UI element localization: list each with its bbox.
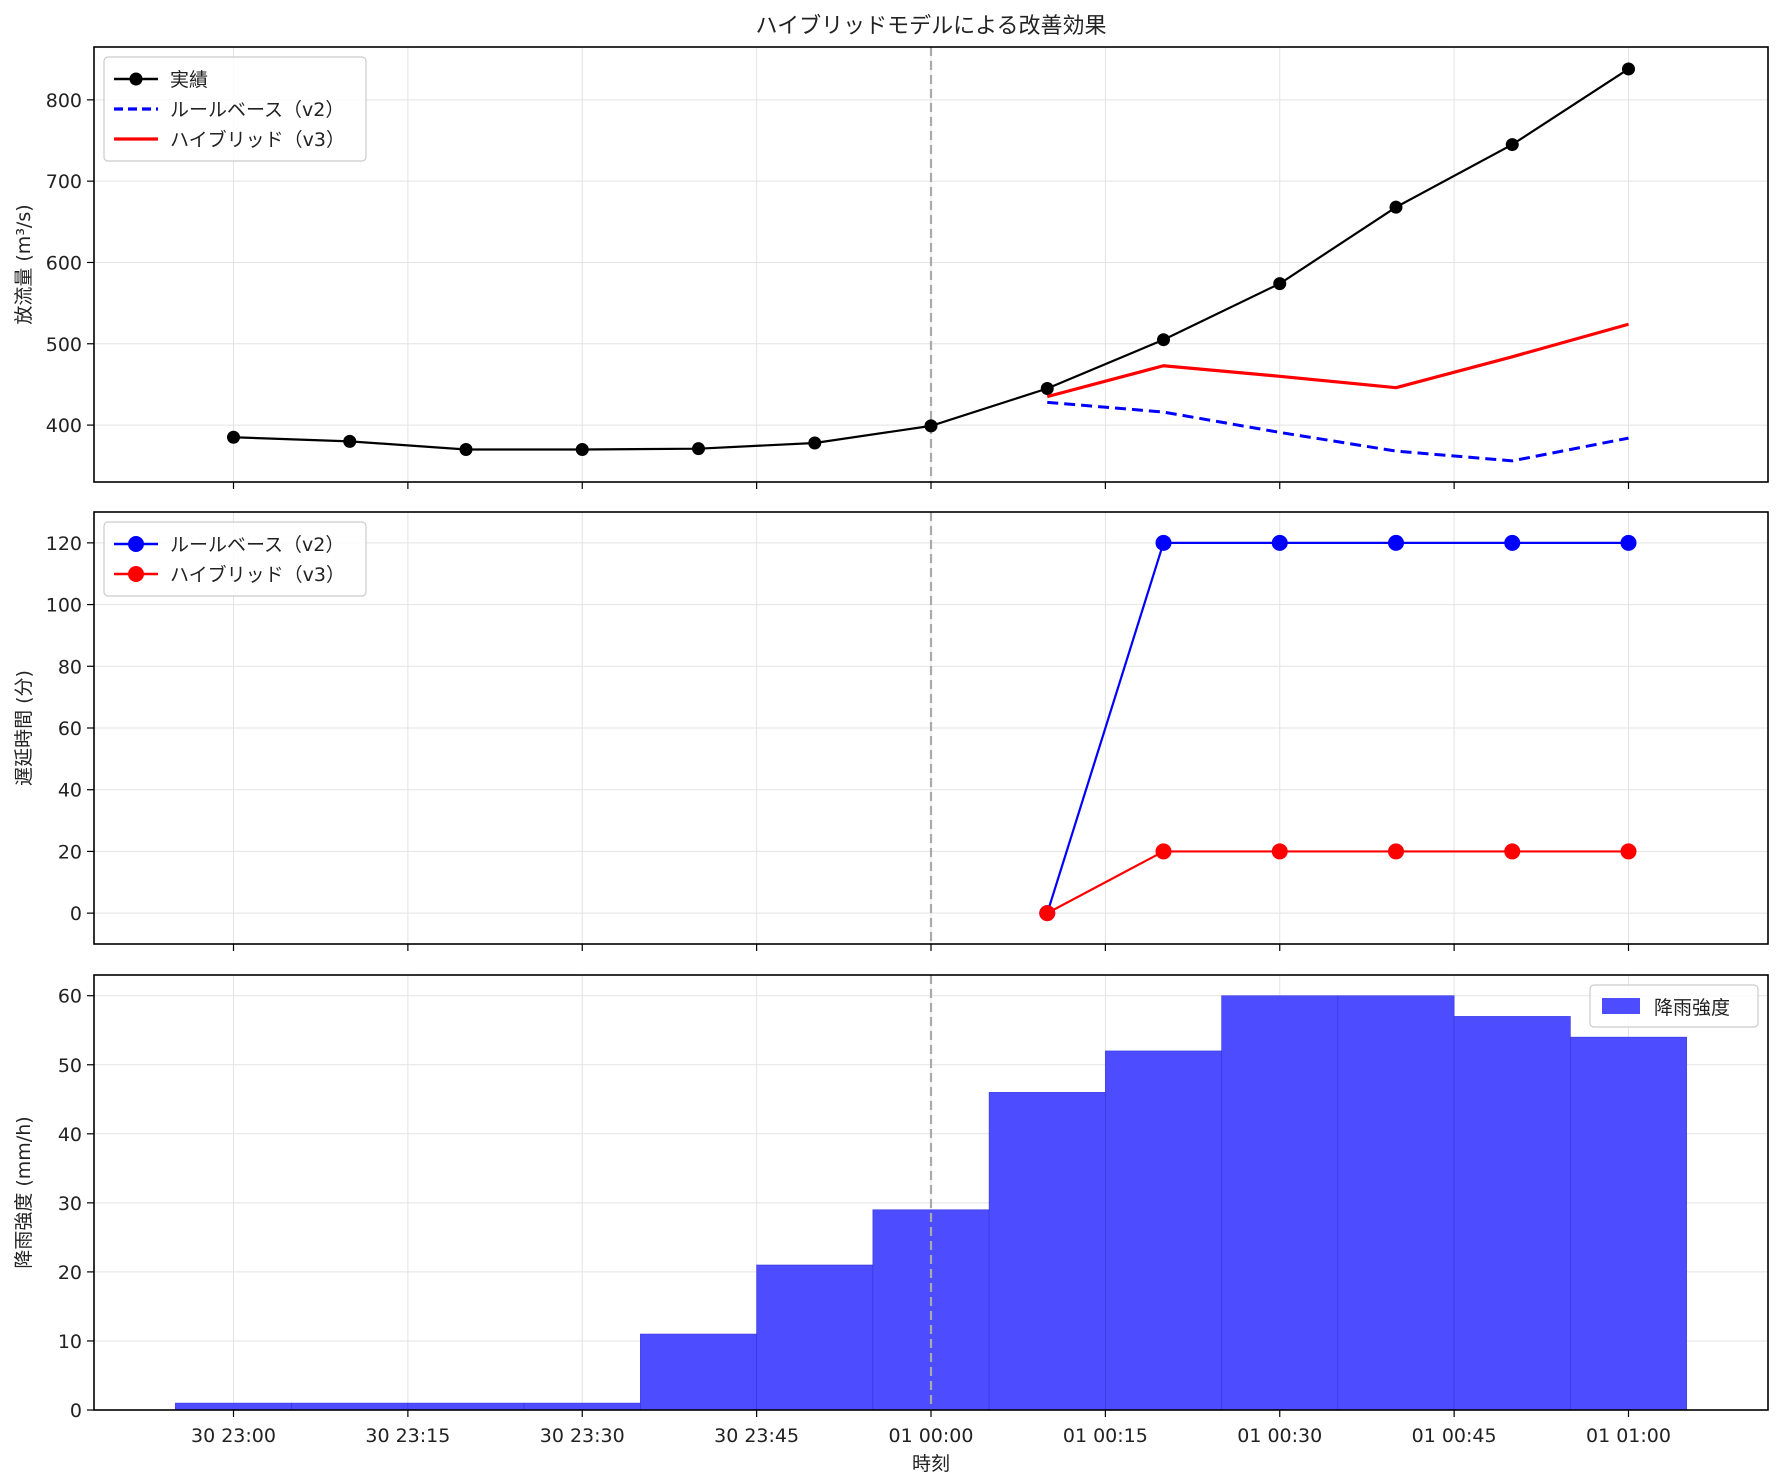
- rain-bar: [1570, 1036, 1687, 1411]
- data-point: [1040, 381, 1054, 395]
- rain-bar: [175, 1402, 292, 1411]
- rain-bar: [872, 1209, 990, 1411]
- x-axis-label: 時刻: [912, 1453, 950, 1475]
- data-point: [1504, 534, 1521, 551]
- series-line-2: [1046, 850, 1629, 915]
- legend-swatch-marker: [128, 566, 144, 582]
- legend-label: 降雨強度: [1654, 997, 1730, 1019]
- data-point: [1388, 534, 1404, 551]
- data-point: [1620, 534, 1637, 551]
- data-point: [808, 436, 822, 450]
- data-point: [1157, 333, 1170, 347]
- y-tick-label: 600: [46, 252, 82, 274]
- data-point: [1155, 843, 1172, 860]
- x-tick-label: 01 00:30: [1237, 1425, 1322, 1447]
- rain-bar: [523, 1402, 641, 1411]
- y-tick-label: 50: [58, 1055, 82, 1077]
- y-tick-label: 0: [70, 1400, 82, 1422]
- y-tick-label: 400: [46, 415, 82, 437]
- data-point: [1504, 843, 1521, 860]
- y-tick-label: 100: [46, 595, 82, 617]
- data-point: [1155, 534, 1172, 551]
- y-tick-label: 10: [58, 1331, 82, 1353]
- x-tick-label: 30 23:45: [714, 1425, 799, 1447]
- y-tick-label: 20: [58, 841, 82, 863]
- rain-bar: [1105, 1050, 1222, 1411]
- data-point: [575, 442, 589, 456]
- data-point: [1389, 200, 1403, 214]
- data-point: [227, 430, 240, 444]
- data-point: [459, 442, 473, 456]
- rain-bar: [1221, 995, 1339, 1411]
- panel-2: 0 20 40 60 80 100 120 遅延時間 (分) ルールベース（v2） ハイブリッド（…: [13, 511, 1769, 951]
- x-tick-label: 30 23:15: [365, 1425, 450, 1447]
- y-tick-label: 30: [58, 1193, 82, 1215]
- rain-bar: [407, 1402, 525, 1411]
- rain-bar: [756, 1264, 874, 1411]
- rain-bar: [988, 1092, 1106, 1411]
- rain-bar: [291, 1402, 409, 1411]
- data-point: [343, 434, 357, 448]
- panel-3: 0 10 20 30 40 50 60 30 23:00 30 23:15 30 23:30 30 …: [13, 974, 1769, 1475]
- series-line-3: [1046, 322, 1629, 399]
- y-axis-label: 降雨強度 (mm/h): [13, 1116, 35, 1268]
- legend-swatch-marker: [129, 72, 143, 86]
- data-point: [1505, 138, 1519, 152]
- data-point: [692, 442, 705, 456]
- y-tick-label: 40: [58, 1124, 82, 1146]
- data-point: [1622, 62, 1635, 76]
- y-tick-label: 120: [46, 533, 82, 555]
- y-axis-label: 放流量 (m³/s): [13, 204, 35, 324]
- y-tick-label: 700: [46, 171, 82, 193]
- legend-label: ハイブリッド（v3）: [170, 128, 345, 151]
- x-tick-label: 01 00:45: [1412, 1425, 1497, 1447]
- y-tick-label: 0: [70, 903, 82, 925]
- data-point: [1388, 843, 1404, 860]
- legend-label: ハイブリッド（v3）: [170, 563, 345, 586]
- legend-label: ルールベース（v2）: [170, 534, 344, 556]
- y-tick-label: 40: [58, 780, 82, 802]
- legend-label: ルールベース（v2）: [170, 99, 344, 121]
- data-point: [1620, 843, 1637, 860]
- data-point: [924, 419, 938, 433]
- data-point: [1271, 843, 1288, 860]
- chart-title: ハイブリッドモデルによる改善効果: [756, 14, 1107, 39]
- x-tick-label: 30 23:30: [540, 1425, 625, 1447]
- data-point: [1273, 277, 1287, 291]
- rain-bar: [640, 1333, 757, 1411]
- series-line-1: [1046, 541, 1629, 914]
- legend-swatch: [1602, 998, 1640, 1014]
- legend-swatch-marker: [128, 536, 144, 552]
- y-tick-label: 60: [58, 718, 82, 740]
- legend-label: 実績: [170, 69, 208, 91]
- y-axis-label: 遅延時間 (分): [13, 670, 35, 786]
- rain-bar: [1453, 1016, 1571, 1411]
- data-point: [1271, 534, 1288, 551]
- series-line-2: [1047, 400, 1629, 463]
- data-point: [1039, 905, 1056, 922]
- y-tick-label: 60: [58, 986, 82, 1008]
- y-tick-label: 800: [46, 90, 82, 112]
- x-tick-label: 30 23:00: [191, 1425, 276, 1447]
- legend-box: [1589, 984, 1759, 1028]
- x-tick-label: 01 01:00: [1586, 1425, 1671, 1447]
- legend-box: [103, 521, 367, 597]
- y-tick-label: 20: [58, 1262, 82, 1284]
- x-tick-label: 01 00:15: [1063, 1425, 1148, 1447]
- y-tick-label: 500: [46, 334, 82, 356]
- legend-box: [103, 56, 367, 162]
- x-tick-label: 01 00:00: [889, 1425, 974, 1447]
- rain-bar: [1337, 995, 1455, 1411]
- y-tick-label: 80: [58, 656, 82, 678]
